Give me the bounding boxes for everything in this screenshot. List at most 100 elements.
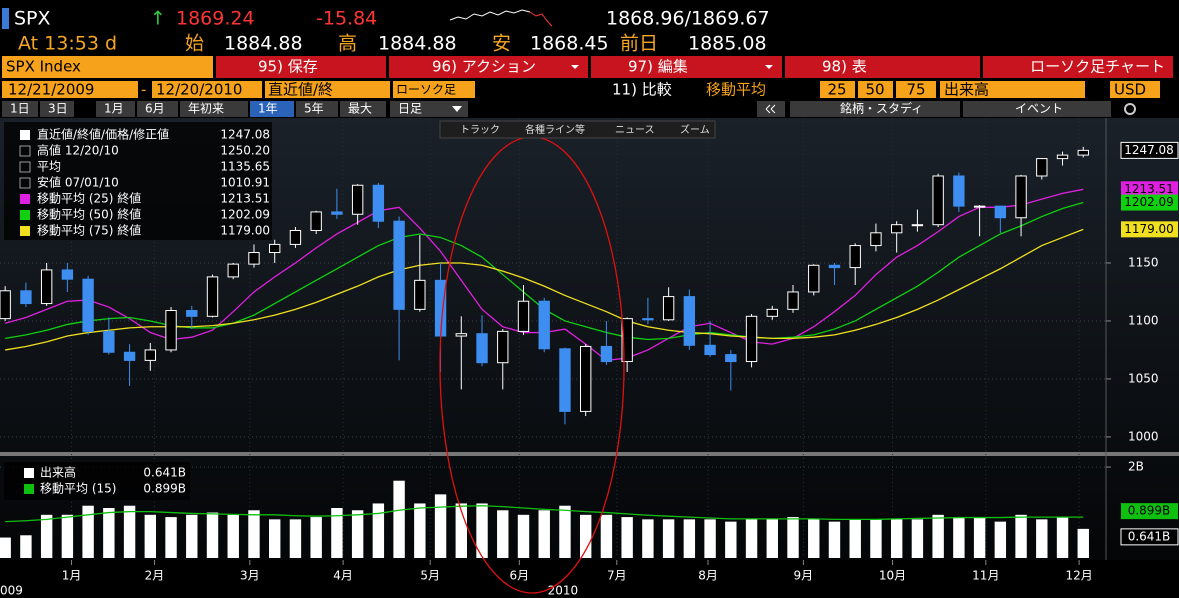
legend-label: 移動平均 (75) 終値 [37, 223, 141, 238]
volume-bar [455, 503, 467, 558]
candle-body [372, 184, 385, 222]
volume-bar [932, 514, 944, 558]
year-label: 009 [0, 584, 23, 598]
chart-tool[interactable]: ニュース [615, 125, 655, 136]
legend-label: 高値 12/20/10 [37, 143, 119, 158]
volume-bar [476, 503, 488, 558]
value-tag [1121, 221, 1178, 238]
volume-bar [704, 519, 716, 558]
volume-bar [745, 519, 758, 558]
menu-button[interactable] [389, 56, 588, 78]
x-tick-label: 9月 [794, 569, 814, 583]
input[interactable] [1110, 81, 1160, 98]
x-tick-label: 12月 [1065, 569, 1092, 583]
range-bar: 1日 3日 1月 6月 年初来 1年 5年 最大 日足 [2, 101, 468, 117]
range-button[interactable] [250, 101, 294, 117]
x-tick-label: 6月 [510, 569, 530, 583]
candle-body [808, 264, 820, 293]
volume-bar [144, 514, 157, 558]
candle-body [580, 345, 592, 412]
range-button[interactable] [137, 101, 178, 117]
volume-bar [248, 510, 260, 558]
menu-button[interactable] [785, 56, 980, 78]
candle-body [103, 330, 115, 353]
range-button[interactable] [296, 101, 338, 117]
volume-bar [186, 514, 198, 558]
input[interactable] [820, 81, 855, 98]
volume-bar [103, 508, 115, 558]
range-button[interactable] [2, 101, 38, 117]
range-button[interactable] [40, 101, 74, 117]
menu-button[interactable] [591, 56, 782, 78]
period: 25 [827, 81, 846, 99]
volume-bar [1056, 517, 1069, 558]
volume-bar [600, 514, 613, 558]
legend-swatch [24, 484, 34, 494]
volume-bar [1036, 519, 1048, 558]
input[interactable] [152, 81, 262, 98]
value-tag [1120, 141, 1179, 159]
candle-body [1077, 149, 1089, 156]
open-label: 始 [185, 33, 204, 55]
chart-tool[interactable]: トラック [460, 124, 500, 136]
range-button[interactable] [96, 101, 135, 117]
menu-button[interactable] [216, 56, 386, 78]
candle-body [849, 245, 861, 269]
x-tick-label: 5月 [420, 569, 440, 583]
candle-body [165, 310, 177, 351]
volume-bar [165, 517, 177, 558]
range-button[interactable] [180, 101, 248, 117]
menu-button[interactable] [983, 56, 1173, 78]
dropdown-icon [452, 106, 462, 112]
menu-label: 95) 保存 [258, 58, 318, 76]
candle-body [828, 264, 841, 269]
volume-bar [973, 517, 986, 558]
y-tick-label: 1100 [1128, 313, 1159, 327]
tool-button[interactable] [963, 101, 1111, 117]
period: 75 [906, 81, 925, 99]
volume-bar [787, 517, 799, 558]
volume-bar [393, 480, 405, 558]
volume-bar [269, 519, 281, 558]
x-tick-label: 3月 [240, 569, 260, 583]
candle-body [82, 278, 94, 332]
chart-tool[interactable]: 各種ライン等 [525, 123, 585, 136]
settings-icon[interactable] [1124, 103, 1136, 115]
candle-body [248, 252, 260, 265]
candle-body [1036, 158, 1048, 177]
chart-tool[interactable]: ズーム [680, 123, 710, 136]
x-tick-label: 10月 [879, 569, 906, 583]
volume-bar [1077, 528, 1089, 558]
input[interactable] [858, 81, 893, 98]
range-button[interactable] [340, 101, 386, 117]
x-tick-label: 4月 [333, 569, 353, 583]
end-date: 12/20/2010 [156, 81, 242, 99]
legend-swatch [20, 210, 30, 220]
volume-bar [870, 519, 882, 558]
input[interactable] [2, 81, 138, 98]
candle-body [20, 290, 32, 305]
sparkline [449, 9, 531, 21]
candle-body [40, 269, 53, 305]
candle-body [953, 175, 965, 207]
legend-label: 直近値/終値/価格/修正値 [37, 127, 169, 142]
volume-bar [331, 508, 343, 558]
volume-bar [621, 517, 633, 558]
low-label: 安 [492, 33, 511, 55]
input[interactable] [896, 81, 936, 98]
value-tag [1121, 503, 1178, 520]
volume-bar [351, 510, 364, 558]
legend-value: 1202.09 [220, 208, 270, 222]
volume-bar [662, 519, 675, 558]
security-box[interactable] [2, 56, 213, 78]
volume-bar [538, 510, 550, 558]
input[interactable] [940, 81, 1085, 98]
candle-body [310, 211, 322, 231]
input[interactable] [265, 81, 390, 98]
volume-bar [579, 514, 592, 558]
range-button[interactable] [390, 101, 468, 117]
tool-label: 銘柄・スタディ [840, 101, 923, 116]
tool-button[interactable] [790, 101, 960, 117]
input[interactable] [393, 81, 475, 98]
